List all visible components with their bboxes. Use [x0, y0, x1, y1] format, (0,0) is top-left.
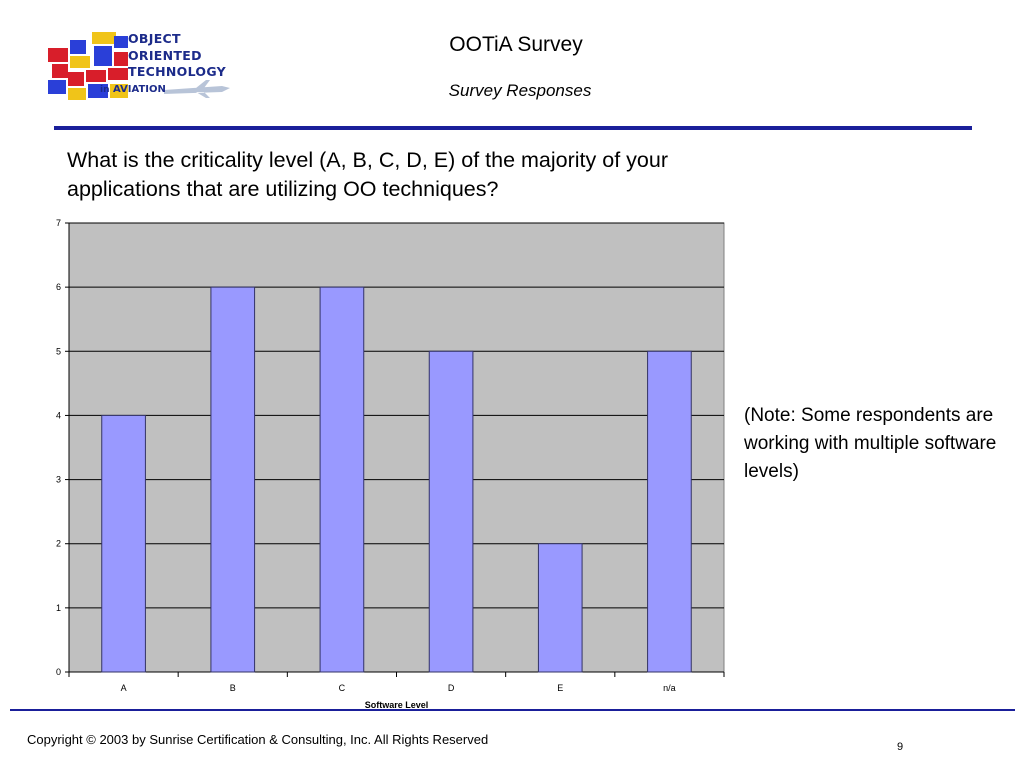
x-tick-label: C: [339, 683, 346, 693]
airplane-icon: [164, 80, 230, 98]
y-tick-label: 7: [56, 218, 61, 228]
copyright-text: Copyright © 2003 by Sunrise Certificatio…: [27, 732, 489, 747]
x-tick-label: A: [121, 683, 127, 693]
y-tick-label: 3: [56, 475, 61, 485]
logo-line: TECHNOLOGY: [128, 64, 226, 79]
logo-blocks: [48, 32, 128, 100]
survey-question: What is the criticality level (A, B, C, …: [67, 148, 668, 201]
plot-area: [68, 222, 725, 673]
logo-line: ORIENTED: [128, 47, 202, 63]
y-tick-label: 0: [56, 667, 61, 677]
logo-sub-small: in: [100, 85, 110, 95]
logo-subtext: in AVIATION: [100, 84, 166, 95]
y-tick-label: 1: [56, 603, 61, 613]
bar: [537, 543, 583, 673]
x-tick-label: n/a: [663, 683, 676, 693]
chart-note: (Note: Some respondents are working with…: [744, 405, 997, 482]
x-tick-label: B: [230, 683, 236, 693]
bar: [319, 286, 365, 673]
header-divider: [54, 126, 972, 130]
x-tick-label: D: [448, 683, 455, 693]
bar: [428, 350, 474, 673]
logo-text: OBJECT ORIENTED TECHNOLOGY: [128, 31, 226, 81]
x-tick-label: E: [557, 683, 563, 693]
y-tick-label: 2: [56, 539, 61, 549]
page-subtitle: Survey Responses: [448, 81, 592, 100]
bar: [647, 350, 692, 673]
y-tick-label: 5: [56, 346, 61, 356]
bar: [210, 286, 256, 673]
x-axis-label: Software Level: [365, 700, 429, 710]
logo-line: OBJECT: [128, 31, 181, 46]
page-number: 9: [897, 741, 904, 753]
page-title: OOTiA Survey: [449, 33, 583, 56]
y-tick-label: 6: [56, 282, 61, 292]
ootia-logo: [48, 32, 230, 100]
y-tick-label: 4: [56, 410, 61, 420]
logo-sub-main: AVIATION: [112, 84, 166, 95]
footer-divider: [10, 709, 1015, 711]
bar: [101, 414, 146, 673]
